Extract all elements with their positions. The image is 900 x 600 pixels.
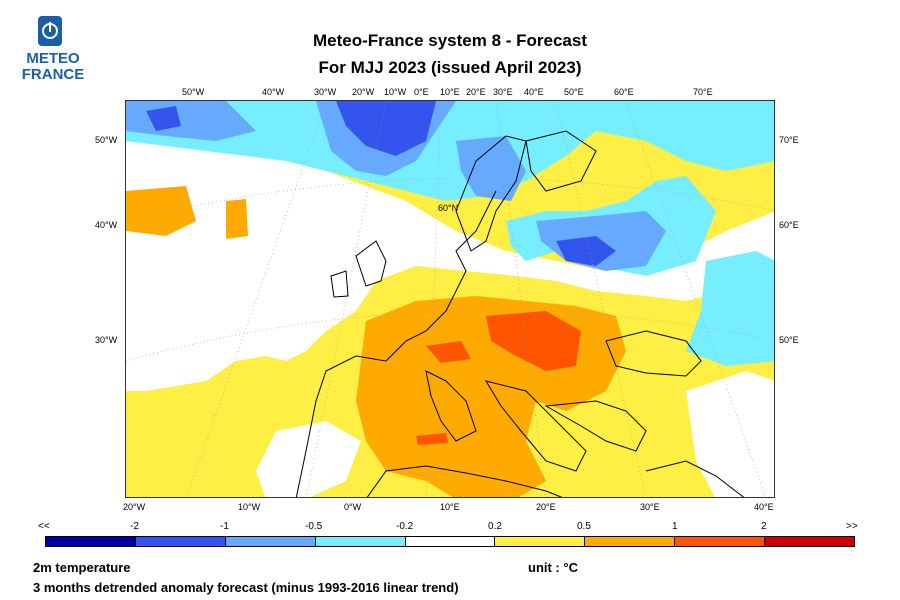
top-lon-label: 40°E: [524, 87, 544, 97]
chart-title: Meteo-France system 8 - Forecast: [313, 31, 587, 50]
graticule: [126, 101, 774, 497]
colorbar-cell: [405, 537, 496, 546]
colorbar-cell: [225, 537, 316, 546]
colorbar-tick: -0.5: [305, 521, 323, 532]
top-lon-label: 60°E: [614, 87, 634, 97]
colorbar-cell: [675, 537, 766, 546]
logo-text-line1: METEO: [26, 50, 80, 67]
anomaly-field-red: [416, 433, 448, 445]
description-label: 3 months detrended anomaly forecast (min…: [33, 580, 459, 595]
colorbar-cell: [765, 537, 855, 546]
anomaly-field-orange: [126, 186, 196, 236]
top-lon-label: 70°E: [693, 87, 713, 97]
meteo-france-logo-icon: [38, 16, 62, 46]
colorbar-tick: >>: [846, 521, 858, 532]
colorbar-cell: [495, 537, 586, 546]
bottom-lon-label: 20°W: [123, 502, 146, 512]
right-label: 70°E: [779, 135, 799, 145]
variable-label: 2m temperature: [33, 560, 131, 575]
top-lon-label: 30°W: [314, 87, 337, 97]
colorbar-tick: -2: [130, 521, 139, 532]
anomaly-map-svg: 60°N: [126, 101, 774, 497]
left-label: 50°W: [95, 135, 118, 145]
top-lon-label: 10°W: [384, 87, 407, 97]
anomaly-field-orange: [226, 199, 248, 239]
colorbar-tick: 2: [761, 521, 767, 532]
bottom-lon-label: 30°E: [640, 502, 660, 512]
top-lon-label: 20°W: [352, 87, 375, 97]
colorbar-cell: [315, 537, 406, 546]
right-label: 60°E: [779, 220, 799, 230]
top-lon-label: 30°E: [493, 87, 513, 97]
colorbar-cell: [585, 537, 676, 546]
anomaly-field-deep-blue: [556, 236, 616, 266]
bottom-lon-label: 20°E: [536, 502, 556, 512]
anomaly-field-red: [426, 341, 471, 363]
coastlines: [295, 130, 745, 497]
bottom-lon-label: 0°W: [344, 502, 362, 512]
left-label: 30°W: [95, 335, 118, 345]
left-label: 40°W: [95, 220, 118, 230]
colorbar-tick: 0.2: [488, 521, 502, 532]
colorbar-tick: 1: [672, 521, 678, 532]
top-lon-label: 50°W: [182, 87, 205, 97]
bottom-lon-label: 10°E: [440, 502, 460, 512]
anomaly-field-deep-blue: [146, 106, 181, 131]
top-lon-label: 0°E: [414, 87, 429, 97]
colorbar-tick: 0.5: [577, 521, 591, 532]
anomaly-field-white: [256, 421, 361, 497]
anomaly-map: 60°N: [125, 100, 775, 498]
colorbar: [45, 536, 855, 547]
top-lon-label: 50°E: [564, 87, 584, 97]
colorbar-cell: [46, 537, 136, 546]
top-lon-label: 10°E: [440, 87, 460, 97]
top-lon-label: 20°E: [466, 87, 486, 97]
chart-subtitle: For MJJ 2023 (issued April 2023): [318, 58, 582, 77]
anomaly-field-white: [126, 141, 774, 391]
bottom-lon-label: 40°E: [754, 502, 774, 512]
colorbar-tick: <<: [38, 521, 50, 532]
right-label: 50°E: [779, 335, 799, 345]
top-lon-label: 40°W: [262, 87, 285, 97]
parallel-label: 60°N: [438, 203, 458, 213]
colorbar-cell: [135, 537, 226, 546]
anomaly-field-blue: [456, 136, 526, 201]
anomaly-field-red: [486, 311, 581, 371]
unit-label: unit : °C: [528, 560, 578, 575]
colorbar-tick: -0.2: [396, 521, 414, 532]
colorbar-tick: -1: [220, 521, 229, 532]
anomaly-field-white: [686, 371, 774, 497]
anomaly-field-deep-blue: [336, 101, 436, 156]
anomaly-field-cyan: [126, 101, 774, 201]
logo-text-line2: FRANCE: [21, 66, 85, 83]
anomaly-field-cyan: [686, 251, 774, 366]
anomaly-field-white: [126, 176, 156, 193]
bottom-lon-label: 10°W: [238, 502, 261, 512]
